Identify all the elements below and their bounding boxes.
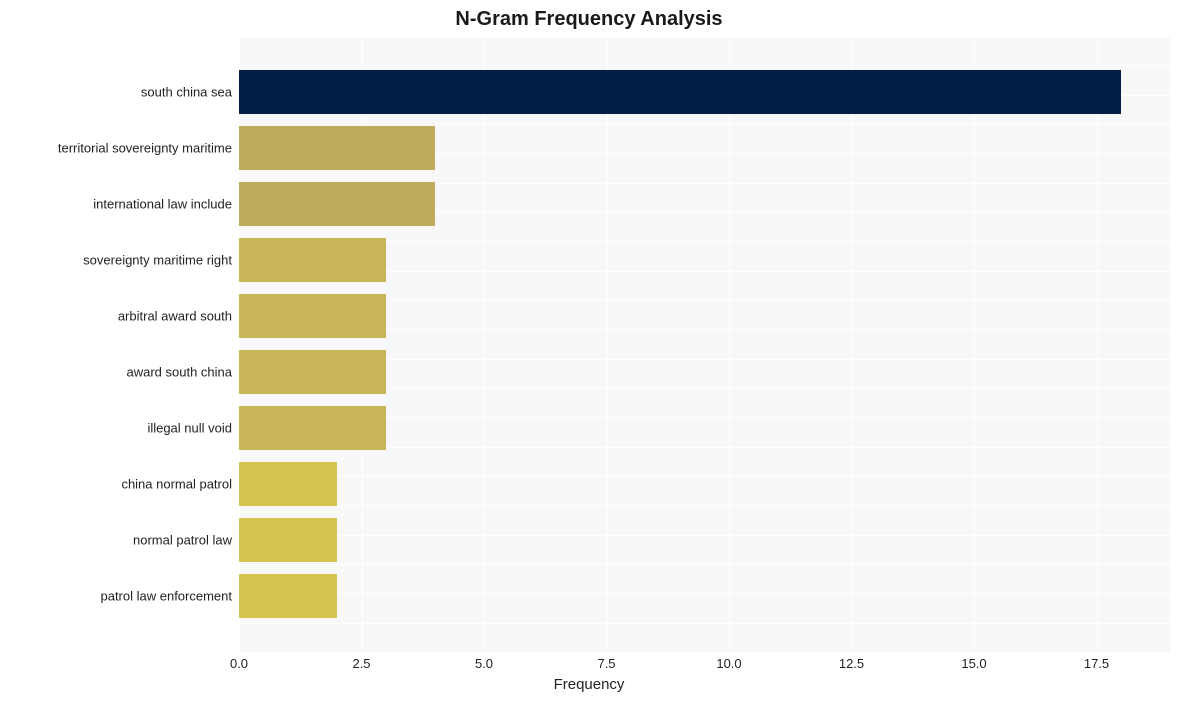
x-tick-label: 12.5 <box>839 656 864 671</box>
gridline-h <box>239 36 1170 37</box>
bar <box>239 350 386 395</box>
gridline-v <box>1097 36 1098 652</box>
gridline-v <box>607 36 608 652</box>
bar <box>239 182 435 227</box>
gridline-h <box>239 564 1170 565</box>
x-tick-label: 2.5 <box>352 656 370 671</box>
gridline-h <box>239 593 1170 594</box>
gridline-v <box>729 36 730 652</box>
gridline-h <box>239 623 1170 624</box>
gridline-h <box>239 652 1170 653</box>
y-tick-label: patrol law enforcement <box>100 589 232 604</box>
bar <box>239 574 337 619</box>
gridline-v <box>974 36 975 652</box>
gridline-h <box>239 65 1170 66</box>
y-tick-label: normal patrol law <box>133 533 232 548</box>
bar <box>239 238 386 283</box>
gridline-h <box>239 476 1170 477</box>
gridline-v <box>484 36 485 652</box>
bar <box>239 294 386 339</box>
x-tick-label: 7.5 <box>597 656 615 671</box>
plot-area <box>239 36 1170 652</box>
gridline-h <box>239 535 1170 536</box>
x-tick-label: 0.0 <box>230 656 248 671</box>
bar <box>239 70 1121 115</box>
y-tick-label: international law include <box>93 197 232 212</box>
y-tick-label: illegal null void <box>147 421 232 436</box>
x-tick-label: 10.0 <box>716 656 741 671</box>
y-tick-label: south china sea <box>141 85 232 100</box>
gridline-v <box>852 36 853 652</box>
y-tick-label: award south china <box>126 365 232 380</box>
bar <box>239 462 337 507</box>
x-tick-label: 5.0 <box>475 656 493 671</box>
chart-title: N-Gram Frequency Analysis <box>0 8 1178 31</box>
x-axis-label: Frequency <box>0 676 1178 693</box>
bar <box>239 126 435 171</box>
y-tick-label: china normal patrol <box>121 477 232 492</box>
y-tick-label: territorial sovereignty maritime <box>58 141 232 156</box>
ngram-chart: N-Gram Frequency Analysis south china se… <box>0 0 1178 701</box>
x-tick-label: 15.0 <box>961 656 986 671</box>
y-tick-label: sovereignty maritime right <box>83 253 232 268</box>
bar <box>239 406 386 451</box>
y-tick-label: arbitral award south <box>118 309 232 324</box>
x-tick-label: 17.5 <box>1084 656 1109 671</box>
bar <box>239 518 337 563</box>
gridline-h <box>239 505 1170 506</box>
